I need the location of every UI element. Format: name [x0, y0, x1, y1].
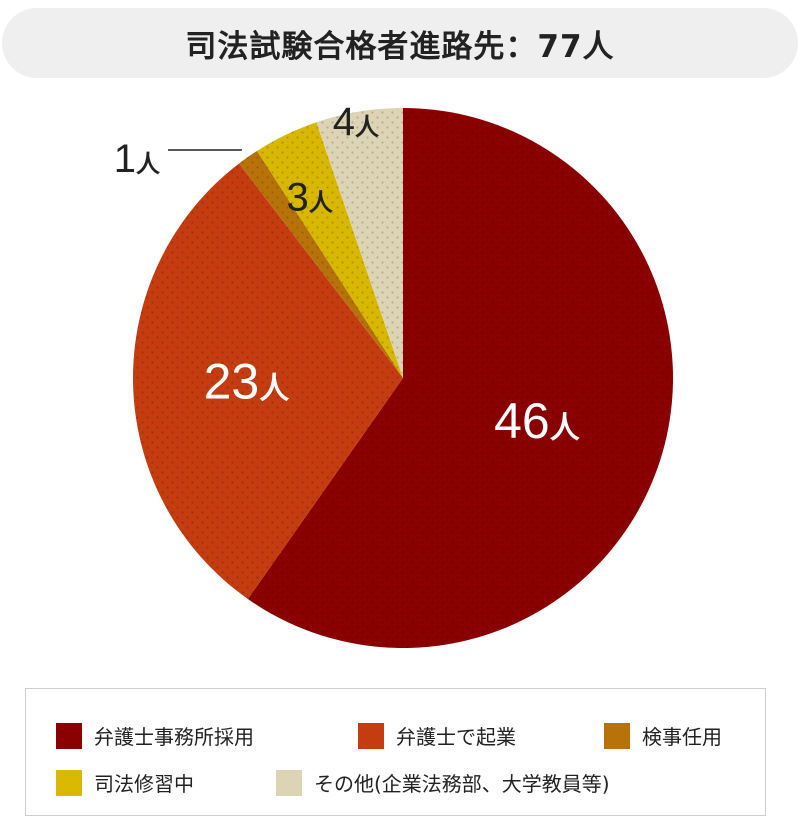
legend-swatch	[276, 769, 302, 796]
data-label: 46人	[494, 393, 580, 449]
data-label: 23人	[204, 354, 290, 410]
legend-item: 弁護士事務所採用	[56, 721, 254, 750]
legend-item: 弁護士で起業	[358, 721, 516, 750]
legend: 弁護士事務所採用 弁護士で起業 検事任用 司法修習中 その他(企業法務部、大学教…	[25, 688, 766, 816]
legend-swatch	[56, 769, 82, 796]
legend-swatch	[56, 722, 82, 749]
pie-slice-texture	[316, 108, 403, 378]
legend-item: 司法修習中	[56, 768, 194, 797]
data-label: 1人	[114, 137, 160, 181]
legend-label: 弁護士事務所採用	[94, 725, 254, 749]
chart-title-pill: 司法試験合格者進路先：77人	[2, 8, 798, 78]
legend-item: 検事任用	[604, 721, 722, 750]
legend-label: その他(企業法務部、大学教員等)	[314, 772, 610, 796]
legend-item: その他(企業法務部、大学教員等)	[276, 768, 610, 797]
pie-slice-texture	[257, 122, 403, 378]
legend-label: 検事任用	[642, 725, 722, 749]
legend-swatch	[358, 722, 384, 749]
pie-slice-texture	[238, 150, 403, 378]
legend-label: 司法修習中	[94, 772, 194, 796]
pie-slice-texture	[247, 108, 674, 648]
legend-label: 弁護士で起業	[396, 725, 516, 749]
chart-title: 司法試験合格者進路先：77人	[185, 28, 615, 65]
data-label: 3人	[286, 175, 332, 219]
pie-slice-texture	[132, 163, 403, 599]
legend-swatch	[604, 722, 630, 749]
data-label: 4人	[333, 100, 379, 144]
pie-slices	[132, 108, 674, 648]
